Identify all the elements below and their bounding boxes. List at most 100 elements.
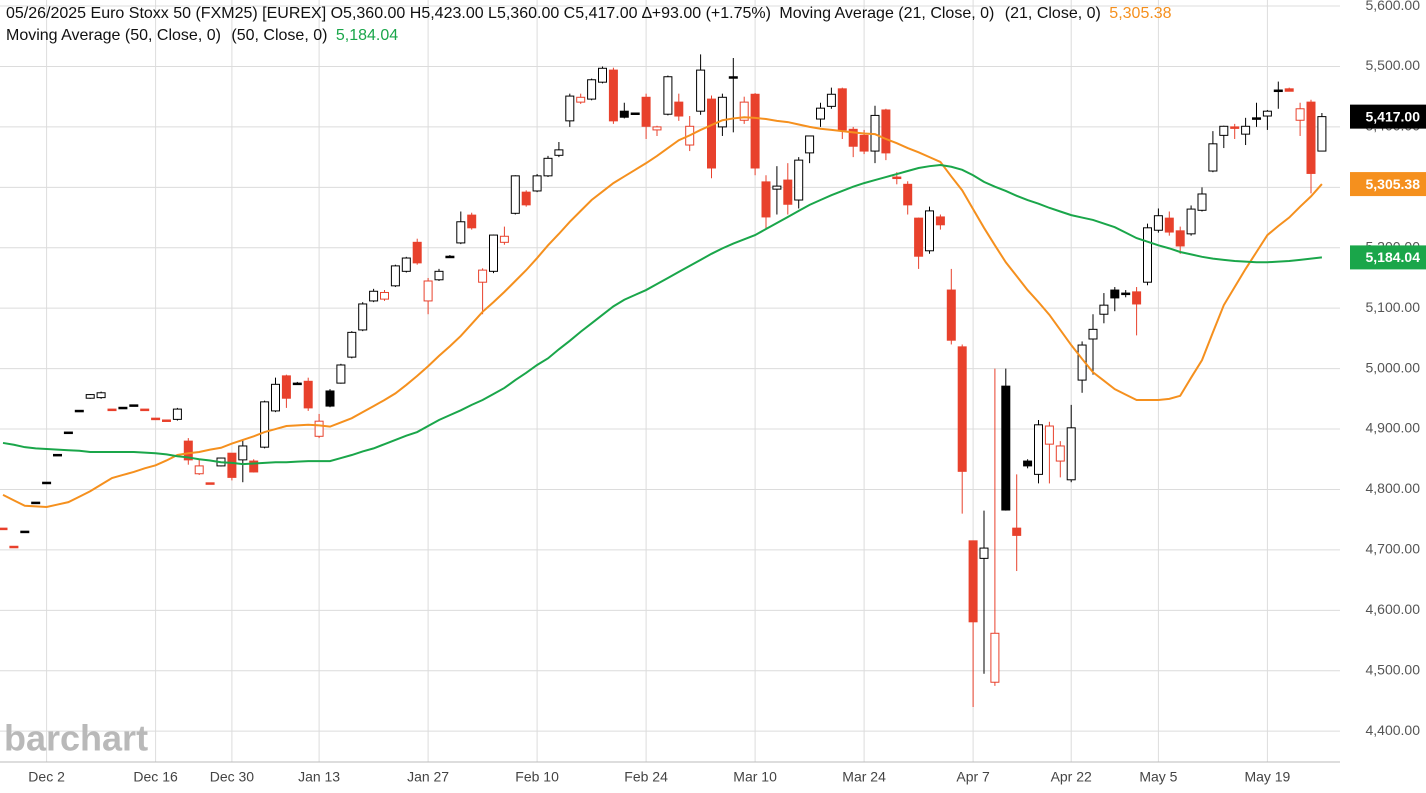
candle-body xyxy=(794,159,804,201)
candle-body xyxy=(750,93,760,169)
candle-body xyxy=(0,527,8,531)
candle-body xyxy=(510,175,520,214)
candle xyxy=(1252,102,1261,127)
candle-body xyxy=(423,280,433,302)
candle xyxy=(1306,99,1316,194)
candle xyxy=(1132,287,1142,336)
candle xyxy=(1066,404,1076,483)
candle xyxy=(42,481,52,485)
candle xyxy=(619,102,629,119)
candle xyxy=(783,163,793,215)
candle-body xyxy=(1012,527,1022,536)
candle-body xyxy=(20,530,30,534)
candle xyxy=(20,530,30,534)
candle-body xyxy=(652,126,662,131)
candle-body xyxy=(499,235,509,243)
grid xyxy=(0,0,1340,762)
candle-body xyxy=(1273,89,1283,93)
y-tick-label: 5,100.00 xyxy=(1366,299,1421,315)
candle-body xyxy=(587,79,597,100)
candle xyxy=(968,540,978,708)
candle-body xyxy=(565,95,575,122)
candle xyxy=(1197,187,1207,212)
candle xyxy=(990,368,1000,686)
candle xyxy=(772,166,782,215)
candle xyxy=(401,256,411,273)
candle xyxy=(1153,208,1163,233)
y-tick-label: 5,600.00 xyxy=(1366,0,1421,13)
candle-body xyxy=(1208,143,1218,172)
candle-body xyxy=(85,394,95,399)
candle xyxy=(1208,131,1218,173)
candle-body xyxy=(925,210,934,252)
candle-body xyxy=(249,460,259,473)
candle-body xyxy=(717,96,727,128)
candle-body xyxy=(761,181,771,218)
candle-body xyxy=(1219,125,1229,136)
candle xyxy=(107,408,117,412)
candle-body xyxy=(205,482,215,485)
candle xyxy=(543,155,553,178)
candle xyxy=(881,108,891,161)
candle xyxy=(925,206,934,254)
candle xyxy=(292,381,302,386)
candle-body xyxy=(881,109,891,154)
x-tick-label: Dec 30 xyxy=(210,769,255,785)
candle xyxy=(271,377,280,413)
candle-body xyxy=(1164,217,1174,233)
candle-body xyxy=(31,501,41,505)
candle xyxy=(281,374,291,408)
candle-body xyxy=(990,632,1000,683)
y-tick-label: 4,500.00 xyxy=(1366,661,1421,677)
header: 05/26/2025 Euro Stoxx 50 (FXM25) [EUREX]… xyxy=(6,5,1172,44)
candle xyxy=(238,439,248,483)
watermark: barchart xyxy=(4,718,148,759)
candle-body xyxy=(826,93,836,107)
candle-body xyxy=(805,135,815,154)
candle-body xyxy=(1317,116,1327,152)
candle-body xyxy=(707,98,716,169)
x-tick-label: Jan 27 xyxy=(407,769,449,785)
candle-body xyxy=(543,157,553,177)
candle xyxy=(1143,223,1152,286)
candle-body xyxy=(1132,291,1142,305)
x-tick-label: Apr 7 xyxy=(956,769,990,785)
candle xyxy=(347,331,357,359)
candle-body xyxy=(42,481,52,485)
candle xyxy=(1295,102,1305,136)
candle-body xyxy=(1034,424,1043,475)
header-line: Moving Average (50, Close, 0) (50, Close… xyxy=(6,27,398,44)
candle xyxy=(1230,123,1240,139)
candle-body xyxy=(1099,304,1109,315)
candle-body xyxy=(314,420,324,437)
candle-body xyxy=(260,401,270,448)
candle xyxy=(140,408,150,412)
candle-body xyxy=(1186,208,1196,235)
candle-body xyxy=(1295,108,1305,121)
candle-body xyxy=(816,107,825,120)
candle xyxy=(96,391,106,399)
legend-params: (50, Close, 0) xyxy=(231,27,327,44)
candle-body xyxy=(728,76,738,79)
candle xyxy=(696,54,706,115)
y-tick-label: 4,800.00 xyxy=(1366,480,1421,496)
candle xyxy=(118,406,128,410)
candle-body xyxy=(303,380,313,409)
price-badge-label: 5,305.38 xyxy=(1366,176,1421,192)
candle-body xyxy=(837,88,847,131)
legend-name: Moving Average (21, Close, 0) xyxy=(779,5,994,22)
candle-body xyxy=(129,404,139,407)
candle xyxy=(1273,81,1283,109)
candle-body xyxy=(641,96,651,127)
candle-body xyxy=(968,540,978,623)
candle-body xyxy=(281,375,291,399)
candle-body xyxy=(380,291,389,300)
candle xyxy=(1110,287,1120,312)
candle-body xyxy=(140,408,150,412)
plot xyxy=(0,54,1327,708)
y-tick-label: 4,600.00 xyxy=(1366,601,1421,617)
candle xyxy=(598,66,607,84)
candle-body xyxy=(619,110,629,118)
candle xyxy=(739,96,749,124)
